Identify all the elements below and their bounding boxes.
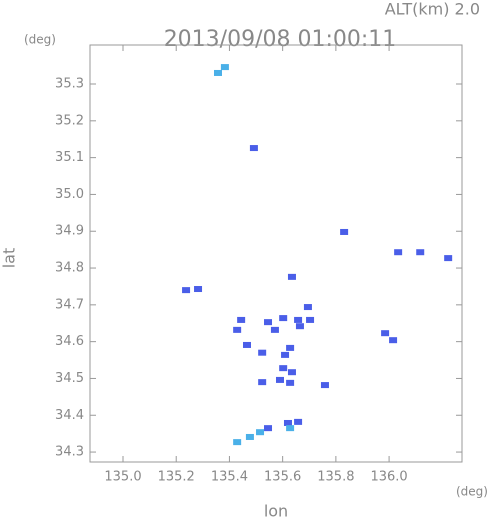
radar-echo [264, 425, 273, 432]
radar-echo [294, 418, 303, 425]
radar-echo [220, 64, 229, 71]
x-tick-label: 136.0 [370, 470, 407, 485]
radar-echo [340, 228, 349, 235]
y-tick-label: 34.8 [55, 261, 84, 276]
radar-echo [294, 316, 303, 323]
x-tick-label: 135.0 [104, 470, 141, 485]
radar-echo [281, 351, 290, 358]
radar-echo [258, 379, 267, 386]
x-tick-label: 135.4 [211, 470, 248, 485]
radar-echo [270, 326, 279, 333]
y-tick-label: 35.3 [55, 77, 84, 92]
radar-echo [287, 273, 296, 280]
y-tick-label: 34.3 [55, 445, 84, 460]
radar-echo [394, 249, 403, 256]
radar-echo [279, 365, 288, 372]
y-tick-label: 34.7 [55, 297, 84, 312]
radar-echo [286, 379, 295, 386]
radar-echo [286, 344, 295, 351]
radar-echo [389, 337, 398, 344]
radar-echo [213, 69, 222, 76]
radar-echo [233, 326, 242, 333]
radar-echo [381, 330, 390, 337]
radar-echo [287, 369, 296, 376]
radar-echo [320, 382, 329, 389]
x-tick-label: 135.8 [317, 470, 354, 485]
y-tick-label: 35.2 [55, 113, 84, 128]
radar-echo [264, 319, 273, 326]
radar-echo [416, 249, 425, 256]
x-tick-label: 135.2 [158, 470, 195, 485]
radar-echo [249, 145, 258, 152]
plot-frame [89, 44, 463, 463]
radar-echo [194, 286, 203, 293]
radar-echo [258, 349, 267, 356]
radar-echo [242, 341, 251, 348]
radar-echo [182, 287, 191, 294]
y-unit: (deg) [24, 33, 56, 47]
radar-echo [303, 304, 312, 311]
y-tick-label: 34.6 [55, 334, 84, 349]
radar-echo [283, 419, 292, 426]
radar-echo [233, 439, 242, 446]
subtitle: ALT(km) 2.0 [385, 0, 480, 19]
x-tick-label: 135.6 [264, 470, 301, 485]
radar-echo [279, 315, 288, 322]
y-tick-label: 34.4 [55, 408, 84, 423]
y-tick-label: 35.1 [55, 150, 84, 165]
radar-echo [245, 433, 254, 440]
x-axis-label: lon [264, 502, 288, 521]
y-tick-label: 34.9 [55, 224, 84, 239]
chart-title: 2013/09/08 01:00:11 [164, 27, 397, 52]
x-unit: (deg) [456, 485, 488, 499]
radar-echo [306, 316, 315, 323]
radar-echo [237, 316, 246, 323]
radar-echo [275, 376, 284, 383]
radar-echo [444, 255, 453, 262]
y-tick-label: 35.0 [55, 187, 84, 202]
y-tick-label: 34.5 [55, 371, 84, 386]
radar-echo [286, 425, 295, 432]
radar-echo [295, 323, 304, 330]
y-axis-label: lat [0, 248, 19, 269]
radar-echo [256, 429, 265, 436]
